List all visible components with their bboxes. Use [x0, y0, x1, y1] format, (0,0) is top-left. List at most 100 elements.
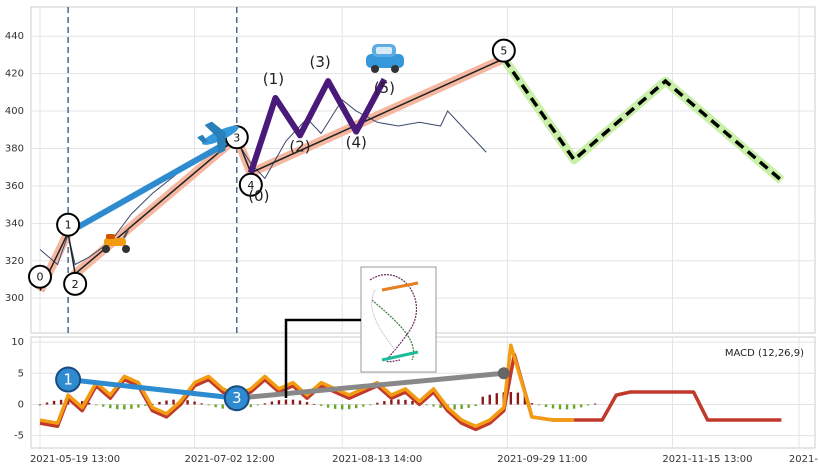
- macd-y-tick-3: 10: [11, 337, 24, 348]
- wave-point-circle-2: [63, 271, 88, 296]
- wave-point-label-4: 4: [247, 179, 254, 192]
- price-y-tick-0: 300: [5, 293, 24, 304]
- macd-histogram-bar: [249, 404, 253, 408]
- macd-y-tick-1: 0: [18, 399, 24, 410]
- macd-series-1: [39, 343, 575, 429]
- macd-histogram-bar: [488, 394, 491, 405]
- macd-histogram-bar: [312, 403, 316, 405]
- macd-marker-label-1: 3: [232, 389, 242, 407]
- inset-connector: [284, 318, 361, 398]
- scooter-body: [104, 238, 126, 246]
- macd-marker-circle-0: [55, 366, 82, 393]
- main-wave-line: [39, 57, 505, 292]
- price-marks: 0 1 2 3 4 5 (0) (1) (2) (3) (4) (5): [28, 38, 516, 296]
- wave-blue-segment: [65, 134, 240, 236]
- macd-histogram-bar: [207, 404, 210, 406]
- macd-histogram-bar: [80, 401, 84, 405]
- macd-histogram-bar: [298, 400, 302, 405]
- wave-point-label-2: 2: [72, 278, 79, 291]
- macd-y-tick-0: -5: [14, 431, 24, 442]
- macd-histogram-bar: [376, 402, 379, 405]
- macd-histogram-bar: [109, 404, 112, 409]
- macd-histogram-bar: [270, 401, 274, 405]
- macd-histogram-bar: [256, 404, 260, 406]
- macd-histogram-bar: [565, 404, 569, 410]
- macd-histogram-bar: [291, 399, 295, 405]
- price-y-ticks: 300 320 340 360 380 400 420 440: [5, 31, 24, 304]
- macd-histogram-bar: [165, 400, 168, 405]
- macd-histogram-bar: [516, 392, 520, 405]
- wave-point-label-0: 0: [37, 271, 44, 284]
- x-tick-label-1: 2021-07-02 12:00: [185, 454, 275, 465]
- wave-point-label-5: 5: [500, 45, 507, 58]
- macd-blue-connector: [67, 377, 238, 401]
- scooter-wheel-front: [122, 245, 130, 253]
- macd-histogram-bar: [319, 404, 323, 406]
- macd-histogram-bar: [586, 404, 590, 406]
- macd-histogram-bar: [537, 404, 541, 406]
- macd-histogram-bar: [59, 399, 63, 405]
- x-tick-label-4: 2021-11-15 13:00: [662, 454, 752, 465]
- macd-histogram-bar: [530, 403, 534, 405]
- macd-y-ticks: -5 0 5 10: [11, 337, 24, 442]
- macd-histogram-bar: [558, 404, 562, 410]
- sub-wave-label-0: (0): [248, 187, 269, 205]
- macd-histogram-bar: [439, 404, 442, 409]
- macd-histogram-bar: [495, 393, 498, 405]
- macd-histogram-bar: [263, 403, 267, 405]
- macd-histogram-bar: [411, 400, 414, 405]
- projection-line: [502, 57, 783, 182]
- macd-marker-circle-1: [223, 385, 250, 412]
- scooter-icon: [102, 229, 130, 253]
- scooter-seat: [106, 234, 115, 239]
- inset-bar-bottom: [381, 350, 419, 362]
- macd-histogram-bar: [460, 404, 463, 409]
- inset-curve-a: [369, 274, 418, 363]
- macd-histogram-bar: [383, 401, 386, 405]
- macd-histogram-bar: [481, 396, 484, 405]
- macd-histogram-bar: [425, 404, 428, 406]
- macd-histogram-bar: [305, 402, 309, 405]
- macd-histogram-bar: [593, 403, 597, 405]
- macd-gray-endpoint: [497, 367, 510, 380]
- inset-bar-top: [381, 281, 419, 292]
- car-body: [366, 54, 404, 68]
- macd-histogram-bar: [144, 404, 147, 406]
- macd-histogram-bar: [38, 404, 42, 406]
- macd-histogram-bar: [200, 403, 203, 405]
- price-y-tick-4: 380: [5, 143, 24, 154]
- wave-point-circle-4: [238, 172, 263, 197]
- macd-lines: 13: [38, 343, 782, 432]
- macd-histogram-bar: [544, 404, 548, 407]
- price-y-tick-2: 340: [5, 218, 24, 229]
- macd-histogram-bar: [52, 400, 56, 405]
- wave-point-circle-5: [491, 38, 516, 63]
- inset-thumbnail: [360, 266, 437, 373]
- airplane-wing-lower: [216, 132, 226, 154]
- x-axis-ticks: 2021-05-19 13:00 2021-07-02 12:00 2021-08-…: [30, 454, 819, 465]
- x-tick-label-0: 2021-05-19 13:00: [30, 454, 120, 465]
- macd-histogram-bar: [397, 399, 400, 405]
- x-tick-label-5: 2021-12-21 14:00: [789, 454, 819, 465]
- macd-histogram-bar: [474, 404, 477, 407]
- macd-histogram-bar: [369, 404, 372, 406]
- scooter-wheel-back: [102, 245, 110, 253]
- price-y-tick-3: 360: [5, 181, 24, 192]
- inset-frame: [360, 266, 437, 373]
- macd-histogram-bar: [551, 404, 555, 409]
- macd-histogram-bar: [404, 399, 407, 405]
- macd-y-tick-2: 5: [18, 368, 24, 379]
- price-y-tick-7: 440: [5, 31, 24, 42]
- macd-histogram-bar: [95, 404, 98, 406]
- x-tick-label-3: 2021-09-29 11:00: [497, 454, 587, 465]
- car-wheel-front: [391, 65, 399, 73]
- macd-histogram-bar: [453, 404, 456, 410]
- macd-marker-label-0: 1: [63, 371, 73, 389]
- macd-histogram-bar: [193, 401, 196, 405]
- macd-histogram-bar: [467, 404, 470, 408]
- macd-histogram-bar: [284, 399, 288, 405]
- macd-histogram-bar: [362, 404, 365, 407]
- sub-wave-label-3: (3): [310, 53, 331, 71]
- scooter-handle: [123, 229, 129, 239]
